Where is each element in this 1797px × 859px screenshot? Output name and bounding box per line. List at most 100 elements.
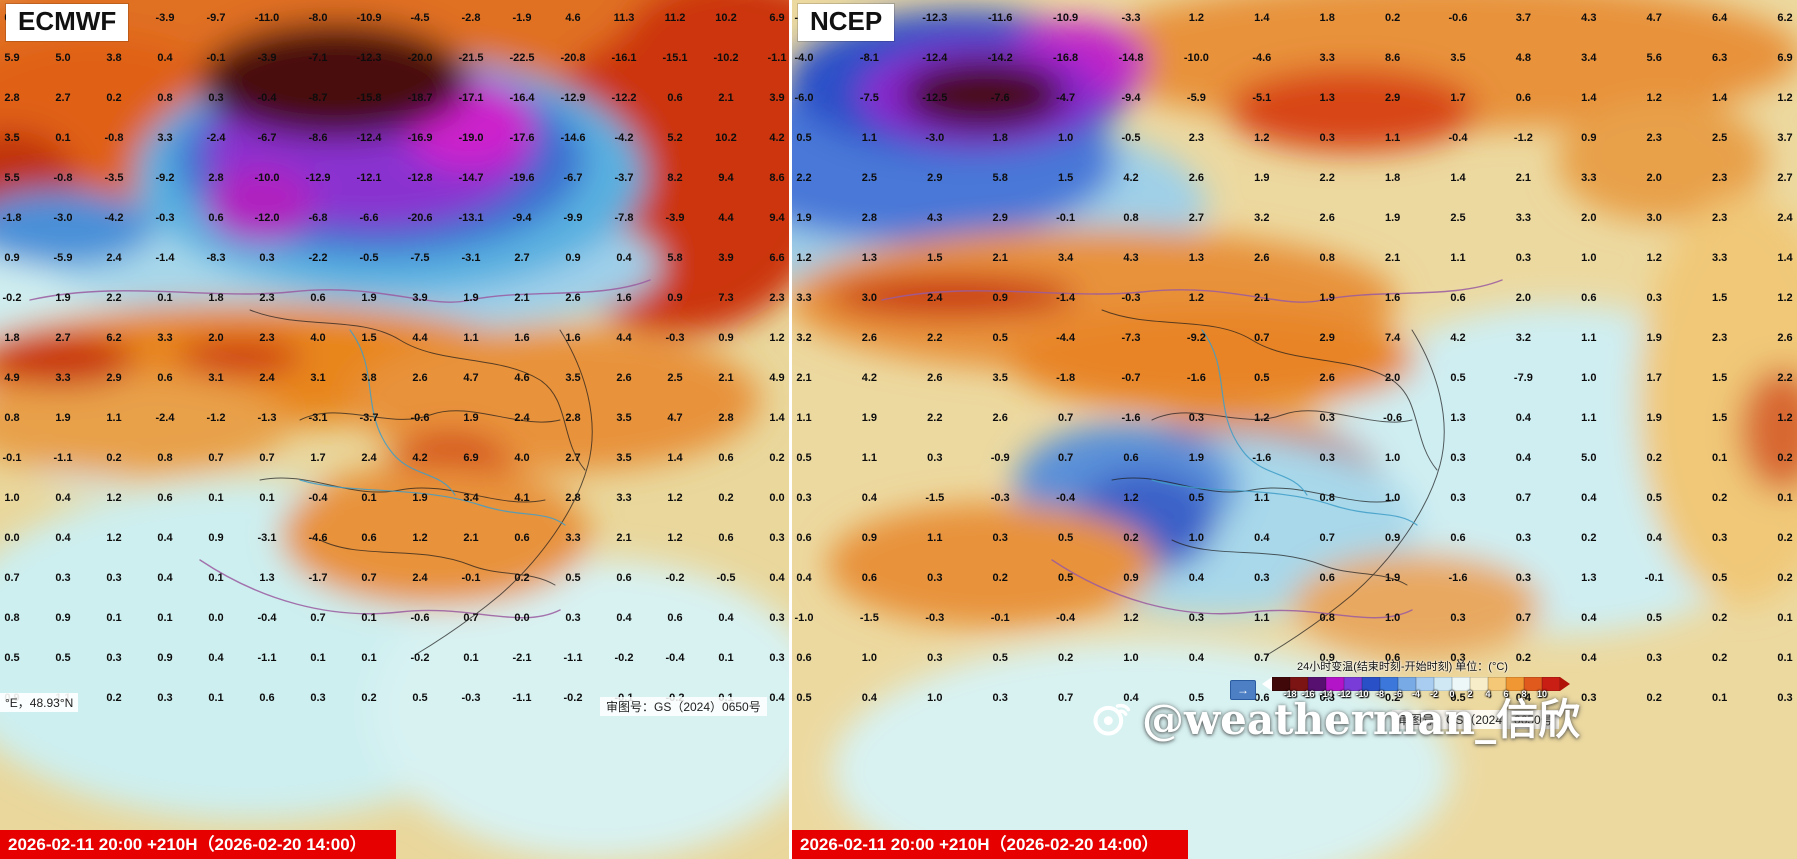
temp-value: 0.2: [106, 452, 122, 464]
legend-color-segment: [1362, 677, 1380, 691]
temp-value: -4.7: [1056, 92, 1076, 104]
temp-value: -17.1: [458, 92, 484, 104]
temp-value: 2.3: [1646, 132, 1662, 144]
temp-value: 0.1: [1777, 652, 1793, 664]
temp-value: -1.6: [1186, 372, 1206, 384]
temp-value: 0.4: [1581, 652, 1597, 664]
temp-value: 4.7: [667, 412, 683, 424]
temp-value: 0.8: [1123, 212, 1139, 224]
temp-value: 2.3: [769, 292, 785, 304]
temp-value: 0.3: [1646, 652, 1662, 664]
temp-value: -1.8: [1056, 372, 1076, 384]
temp-value: 2.7: [1777, 172, 1793, 184]
temp-value: 1.9: [361, 292, 377, 304]
temp-value: 5.0: [55, 52, 71, 64]
temp-value: -2.1: [512, 652, 532, 664]
temp-value: 4.2: [769, 132, 785, 144]
legend-color-segment: [1380, 677, 1398, 691]
temp-value: 0.5: [412, 692, 428, 704]
legend-tick-label: 6: [1503, 689, 1509, 699]
temp-value: 6.4: [1711, 12, 1728, 24]
temp-value: 3.5: [1450, 52, 1466, 64]
temp-value: -10.0: [1183, 52, 1209, 64]
temp-value: 0.3: [1319, 132, 1335, 144]
temp-value: 0.2: [769, 452, 785, 464]
temp-value: 0.3: [1188, 412, 1205, 424]
temp-value: 0.3: [310, 692, 326, 704]
temp-value: -1.8: [2, 212, 22, 224]
temp-value: 1.0: [1581, 252, 1597, 264]
ecmwf-map-panel: 0.3 -1.8 0.5 -3.9 -9.7 -11.0 -8.0 -10.9 -4.5 -2.8…: [0, 0, 789, 859]
temp-value: 0.6: [514, 532, 530, 544]
temp-value: -3.0: [53, 212, 73, 224]
temp-value: 7.4: [1384, 332, 1401, 344]
temp-value: 4.6: [514, 372, 530, 384]
temp-value: 6.9: [463, 452, 479, 464]
temp-value: -10.2: [713, 52, 739, 64]
temp-value: 3.1: [310, 372, 326, 384]
temp-value: -4.4: [1056, 332, 1076, 344]
temp-value: 1.1: [1254, 492, 1270, 504]
temp-value: 0.4: [1254, 532, 1270, 544]
temp-value: 0.3: [769, 532, 785, 544]
temp-value: 0.6: [1450, 292, 1466, 304]
temp-value: 0.4: [616, 252, 632, 264]
temp-value: 0.7: [4, 572, 20, 584]
temp-value: 0.4: [208, 652, 224, 664]
legend-color-segment: [1542, 677, 1560, 691]
temp-value: 1.9: [55, 292, 71, 304]
temp-value: 2.1: [463, 532, 479, 544]
temp-value: -7.1: [308, 52, 328, 64]
temp-value: 0.2: [1057, 652, 1074, 664]
temp-value: 1.3: [1450, 412, 1466, 424]
temp-value: 2.5: [861, 172, 878, 184]
temp-value: 0.3: [1319, 452, 1335, 464]
temp-value: 0.2: [106, 92, 122, 104]
temp-value: 2.3: [1711, 172, 1728, 184]
temp-value: -5.9: [53, 252, 73, 264]
temp-value: 3.3: [1515, 212, 1532, 224]
temp-value: -7.5: [410, 252, 430, 264]
legend-tick-label: -8: [1375, 689, 1385, 699]
temp-value: 2.2: [1777, 372, 1793, 384]
temp-value: 2.8: [208, 172, 224, 184]
temp-value: 0.5: [796, 132, 812, 144]
temp-value: -12.4: [356, 132, 382, 144]
temperature-values-layer: 0.3 -1.8 0.5 -3.9 -9.7 -11.0 -8.0 -10.9 -4.5 -2.8…: [0, 0, 789, 859]
temp-value: 1.2: [1188, 292, 1205, 304]
temp-value: 2.1: [992, 252, 1008, 264]
temp-value: 1.2: [1646, 92, 1662, 104]
temp-value: 1.9: [463, 292, 479, 304]
temp-value: 4.4: [718, 212, 734, 224]
temp-value: 0.3: [1319, 412, 1335, 424]
temp-value: -14.8: [1118, 52, 1144, 64]
temp-value: 0.3: [1515, 532, 1532, 544]
temp-value: 2.8: [718, 412, 734, 424]
temp-value: 2.7: [1188, 212, 1205, 224]
temp-value: 1.0: [927, 692, 943, 704]
temp-value: 2.2: [106, 292, 122, 304]
legend-color-segment: [1434, 677, 1452, 691]
temp-value: -0.7: [1121, 372, 1141, 384]
temp-value: -16.4: [509, 92, 535, 104]
temp-value: -3.1: [461, 252, 481, 264]
temp-value: 1.5: [927, 252, 943, 264]
temp-value: 0.9: [1123, 572, 1139, 584]
temp-value: 0.4: [1515, 412, 1532, 424]
temp-value: 3.5: [616, 452, 632, 464]
map-review-number: 审图号：GS（2024）0650号: [1392, 710, 1559, 729]
temp-value: 1.9: [1646, 332, 1662, 344]
legend-color-segment: [1416, 677, 1434, 691]
temp-value: 0.1: [1777, 612, 1793, 624]
temp-value: -9.2: [1186, 332, 1206, 344]
temp-value: 2.4: [1777, 212, 1793, 224]
temp-value: 1.8: [992, 132, 1008, 144]
legend-pan-button[interactable]: →: [1230, 680, 1256, 700]
temp-value: 0.3: [1581, 692, 1597, 704]
temp-value: 0.2: [1515, 652, 1532, 664]
temp-value: 2.1: [718, 92, 734, 104]
temp-value: 2.1: [1515, 172, 1532, 184]
temp-value: -0.4: [665, 652, 685, 664]
temp-value: 3.4: [1581, 52, 1597, 64]
temp-value: 3.2: [796, 332, 812, 344]
